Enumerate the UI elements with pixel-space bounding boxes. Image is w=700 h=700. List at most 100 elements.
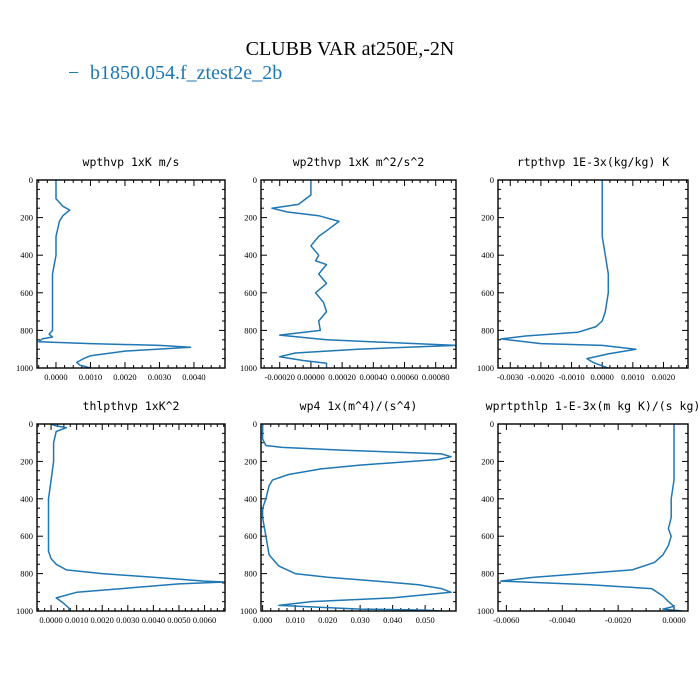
series-line [47,424,225,611]
x-tick-label: 0.0020 [652,372,675,382]
y-tick-label: 200 [244,213,257,223]
plot-frame [260,423,457,612]
y-tick-label: 600 [481,531,494,541]
x-tick-label: 0.0010 [621,372,644,382]
x-tick-label: -0.0030 [497,372,523,382]
plot-frame [36,179,226,369]
y-tick-label: 1000 [477,363,494,373]
y-tick-label: 600 [244,531,257,541]
y-tick-label: 0 [253,419,257,429]
x-tick-label: 0.0040 [142,615,165,625]
legend: − b1850.054.f_ztest2e_2b [68,62,282,84]
series-line [271,180,456,368]
y-tick-label: 1000 [16,606,33,616]
x-tick-label: 0.0030 [116,615,139,625]
y-tick-label: 800 [20,569,33,579]
plot-frame [36,423,226,612]
x-tick-label: -0.0020 [528,372,554,382]
x-tick-label: 0.0020 [91,615,114,625]
panel-6: wprtpthlp 1-E-3x(m kg K)/(s kg) 0 200 400 60… [477,399,700,625]
x-tick-label: 0.0000 [662,615,685,625]
y-tick-label: 400 [20,250,33,260]
panel-title: rtpthvp 1E-3x(kg/kg) K [517,155,669,169]
legend-marker: − [68,62,79,84]
x-tick-label: 0.00040 [360,372,388,382]
series-line [37,180,192,368]
y-tick-label: 800 [244,325,257,335]
x-tick-label: 0.0030 [148,372,171,382]
panel-title: wp4 1x(m^4)/(s^4) [300,399,418,413]
y-tick-label: 400 [20,494,33,504]
plot-frame [260,179,457,369]
panel-3: rtpthvp 1E-3x(kg/kg) K02004006008001000-… [477,155,689,382]
x-tick-label: 0.00080 [422,372,450,382]
panel-title: wpthvp 1xK m/s [83,155,180,169]
x-tick-label: -0.0010 [558,372,584,382]
series-line [500,180,637,368]
y-tick-label: 0 [490,419,494,429]
x-tick-label: 0.0040 [182,372,205,382]
x-tick-label: 0.0010 [65,615,88,625]
x-tick-label: 0.0000 [44,372,67,382]
y-tick-label: 1000 [16,363,33,373]
x-tick-label: 0.000 [253,615,272,625]
legend-label: b1850.054.f_ztest2e_2b [90,62,282,84]
x-tick-label: 0.0050 [167,615,190,625]
y-tick-label: 1000 [240,606,257,616]
y-tick-label: 600 [244,288,257,298]
y-tick-label: 600 [20,531,33,541]
y-tick-label: 800 [481,325,494,335]
x-tick-label: 0.0000 [39,615,62,625]
x-tick-label: 0.0010 [79,372,102,382]
y-tick-label: 200 [481,213,494,223]
y-tick-label: 200 [20,213,33,223]
y-tick-label: 1000 [477,606,494,616]
plot-frame [497,179,689,369]
x-tick-label: -0.0040 [549,615,575,625]
y-tick-label: 400 [481,250,494,260]
y-tick-label: 0 [29,175,33,185]
x-tick-label: 0.040 [383,615,402,625]
x-tick-label: 0.050 [416,615,435,625]
y-tick-label: 0 [253,175,257,185]
x-tick-label: 0.0000 [591,372,614,382]
y-tick-label: 800 [481,569,494,579]
y-tick-label: 200 [481,456,494,466]
panel-title: wp2thvp 1xK m^2/s^2 [293,155,425,169]
y-tick-label: 600 [20,288,33,298]
y-tick-label: 600 [481,288,494,298]
y-tick-label: 800 [244,569,257,579]
y-tick-label: 200 [20,456,33,466]
y-tick-label: 0 [29,419,33,429]
series-line [500,424,683,611]
figure-title: CLUBB VAR at250E,-2N [246,38,455,60]
panel-title: thlpthvp 1xK^2 [83,399,180,413]
x-tick-label: -0.00020 [264,372,294,382]
x-tick-label: 0.00060 [391,372,419,382]
y-tick-label: 0 [490,175,494,185]
y-tick-label: 200 [244,456,257,466]
y-tick-label: 1000 [240,363,257,373]
panel-2: wp2thvp 1xK m^2/s^2 0 200 400 600 800 1000 -0.0… [240,155,457,382]
y-tick-label: 400 [244,494,257,504]
y-tick-label: 400 [481,494,494,504]
plot-frame [497,423,689,612]
y-tick-label: 800 [20,325,33,335]
panel-title: wprtpthlp 1-E-3x(m kg K)/(s kg) [486,399,700,413]
x-tick-label: 0.0060 [193,615,216,625]
x-tick-label: 0.0020 [113,372,136,382]
x-tick-label: 0.030 [351,615,370,625]
x-tick-label: -0.0020 [605,615,631,625]
y-tick-label: 400 [244,250,257,260]
panel-1: wpthvp 1xK m/s 0 200 400 600 800 1000 0.0000 0.0… [16,155,226,382]
x-tick-label: 0.00020 [328,372,356,382]
x-tick-label: 0.010 [286,615,305,625]
x-tick-label: 0.020 [318,615,337,625]
x-tick-label: 0.00000 [297,372,325,382]
series-line [261,424,452,611]
x-tick-label: -0.0060 [493,615,519,625]
